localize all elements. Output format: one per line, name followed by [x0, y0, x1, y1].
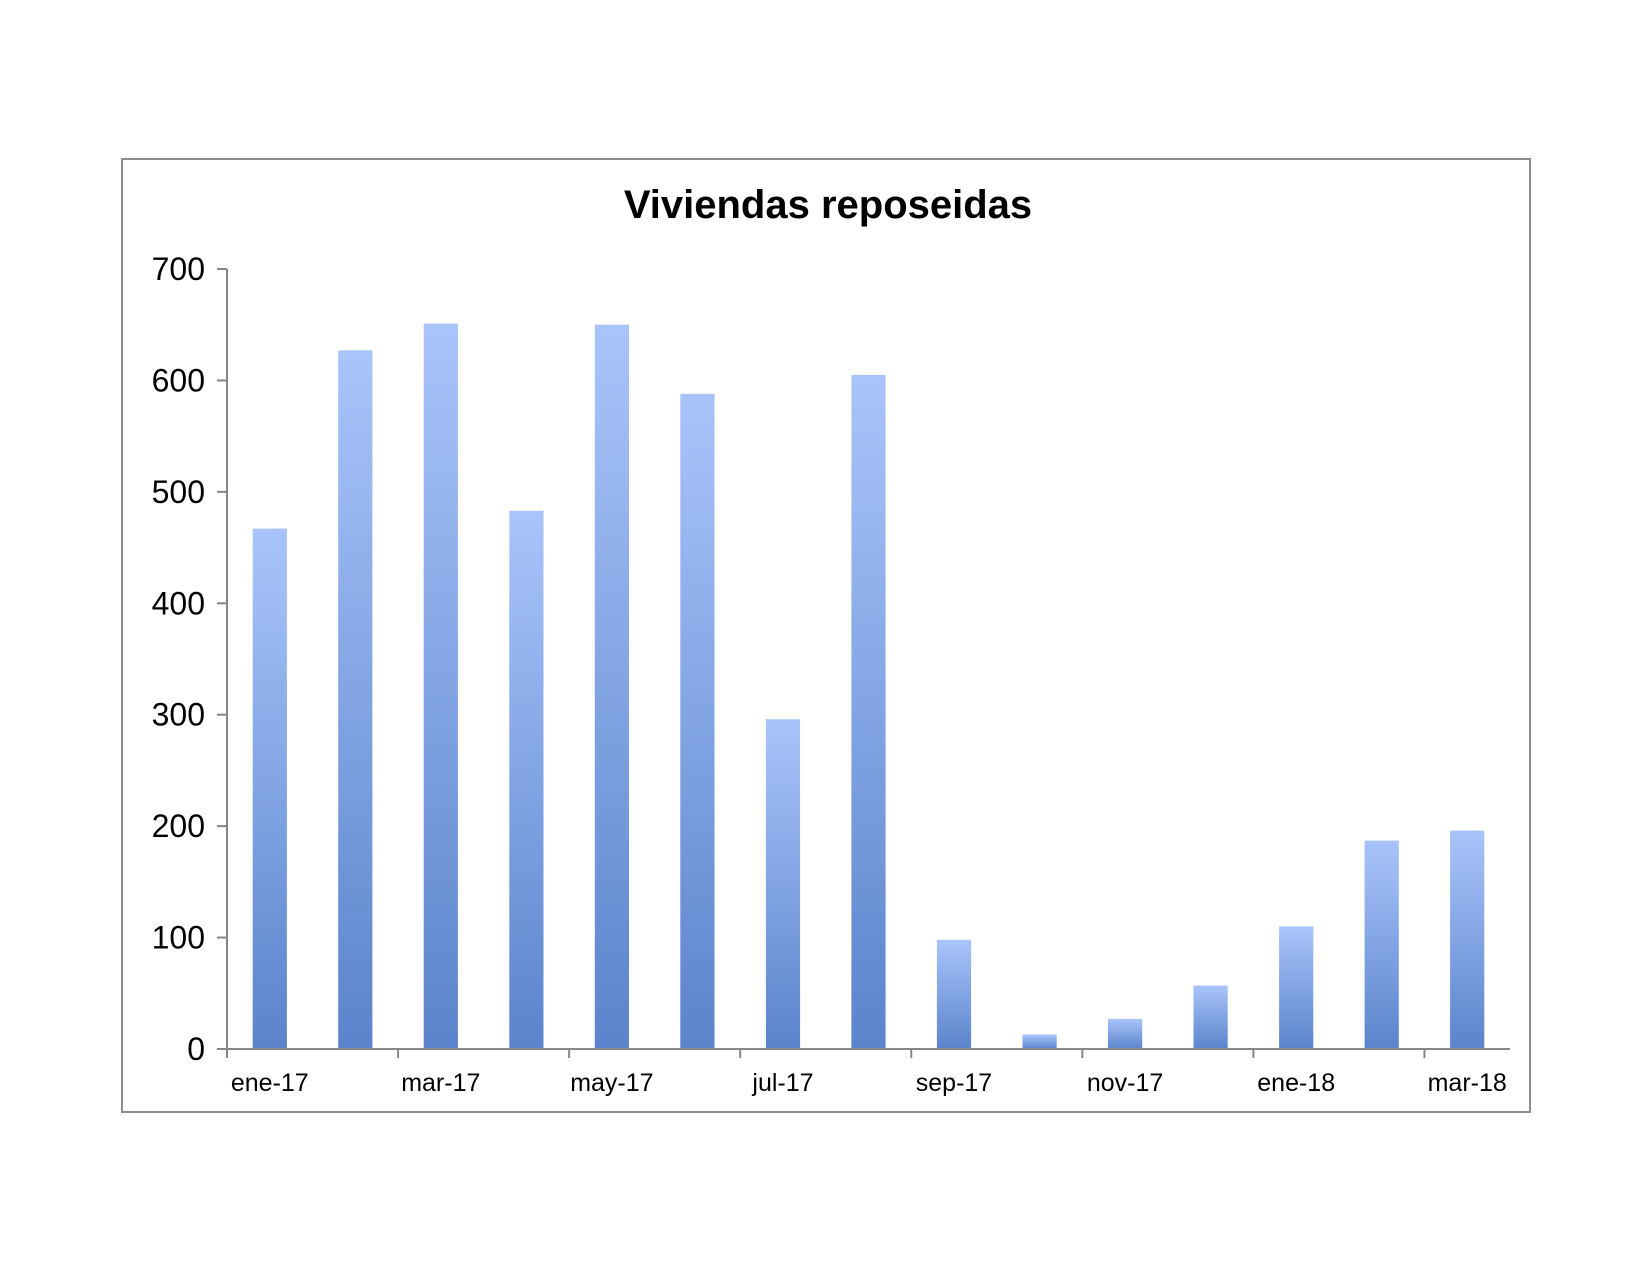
x-tick-label: ene-17 — [231, 1069, 309, 1097]
x-tick-label: ene-18 — [1257, 1069, 1335, 1097]
y-tick-label: 700 — [152, 251, 205, 287]
x-tick-label: mar-18 — [1428, 1069, 1507, 1097]
bar-chart: Viviendas reposeidas 0 100 200 300 400 500 600… — [152, 183, 1510, 1097]
x-tick-label: mar-17 — [401, 1069, 480, 1097]
bar-mar-17 — [423, 323, 458, 1050]
bar-feb-17 — [338, 350, 373, 1049]
y-tick-label: 500 — [152, 474, 205, 510]
bar-dic-17 — [1193, 985, 1228, 1049]
x-tick-label: jul-17 — [751, 1069, 813, 1097]
bar-ene-18 — [1279, 926, 1314, 1049]
y-tick-label: 600 — [152, 362, 205, 398]
axes-group — [217, 268, 1510, 1058]
bar-nov-17 — [1108, 1018, 1143, 1049]
bar-sep-17 — [936, 939, 972, 1049]
y-tick-label: 100 — [152, 920, 205, 956]
bar-abr-17 — [509, 510, 544, 1049]
y-axis-labels: 0 100 200 300 400 500 600 700 — [152, 251, 205, 1067]
bar-may-17 — [594, 324, 629, 1049]
bars-group — [252, 323, 1485, 1050]
x-axis-labels: ene-17 mar-17 may-17 jul-17 sep-17 nov-17 ene-… — [231, 1069, 1507, 1097]
bar-ago-17 — [851, 374, 886, 1049]
bar-jul-17 — [765, 719, 801, 1049]
bar-jun-17 — [680, 393, 715, 1049]
x-tick-label: sep-17 — [916, 1069, 992, 1097]
y-tick-label: 400 — [152, 585, 205, 621]
chart-frame: Viviendas reposeidas 0 100 200 300 400 500 600… — [121, 158, 1531, 1113]
chart-title: Viviendas reposeidas — [624, 183, 1032, 227]
y-tick-label: 300 — [152, 697, 205, 733]
bar-oct-17 — [1022, 1034, 1057, 1049]
y-tick-label: 200 — [152, 808, 205, 844]
bar-feb-18 — [1364, 840, 1399, 1049]
y-tick-label: 0 — [187, 1031, 205, 1067]
bar-mar-18 — [1450, 830, 1485, 1049]
x-tick-label: nov-17 — [1087, 1069, 1163, 1097]
x-tick-label: may-17 — [570, 1069, 653, 1097]
bar-ene-17 — [252, 528, 287, 1049]
